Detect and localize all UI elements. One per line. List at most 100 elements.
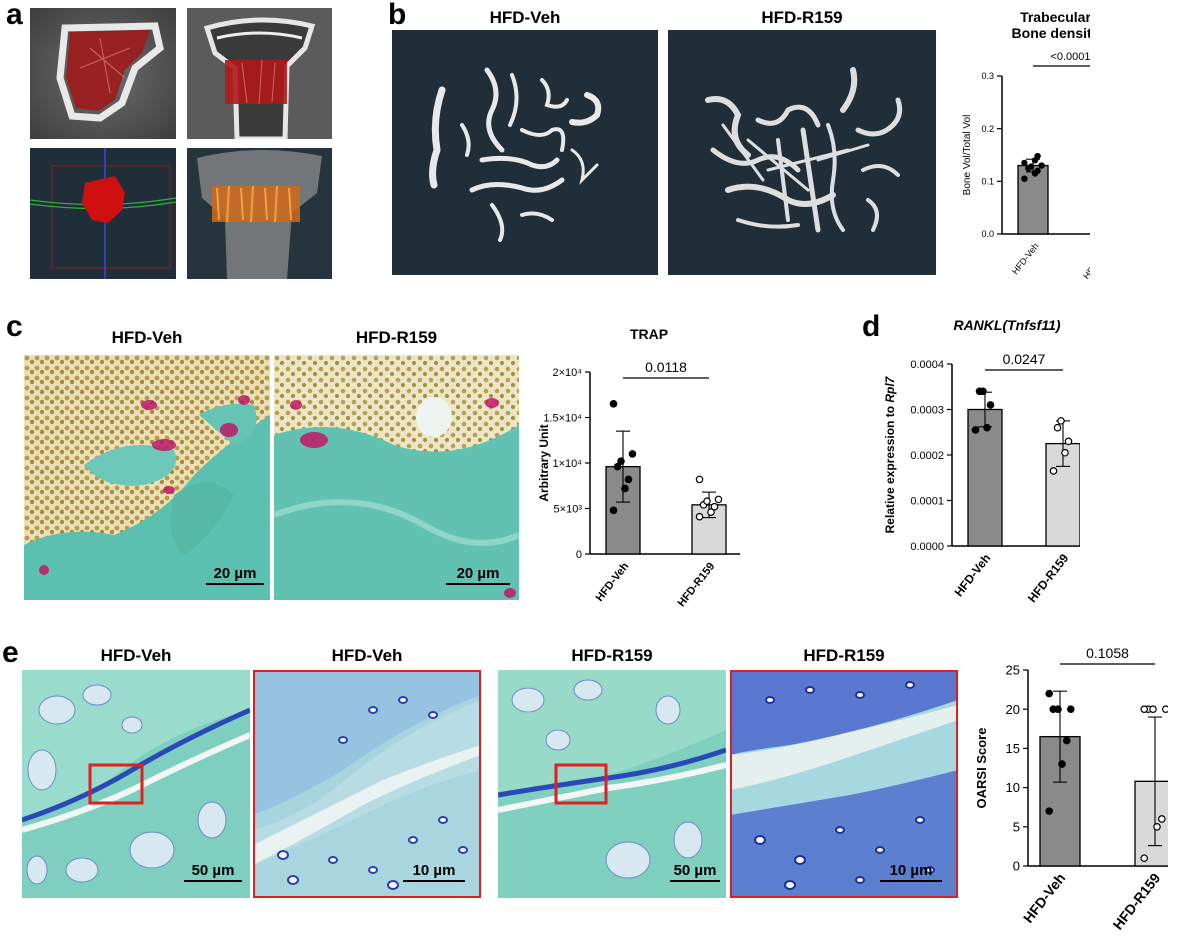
panel-letter-c: c	[6, 310, 23, 343]
cartilage-veh-drawing	[22, 670, 250, 898]
cartilage-veh-zoom-drawing	[253, 670, 481, 898]
data-point	[1054, 705, 1062, 714]
chart-title: Bone density	[1012, 25, 1090, 41]
image-title-e-veh-zoom: HFD-Veh	[331, 646, 403, 665]
x-category-label: HFD-R159	[676, 560, 718, 609]
data-point	[1038, 162, 1045, 169]
y-axis-label: Bone Vol/Total Vol	[962, 115, 973, 196]
scalebar-line	[206, 583, 264, 585]
data-point	[609, 506, 618, 515]
scalebar-c-r159: 20 µm	[446, 565, 510, 585]
y-axis-label: OARSI Score	[974, 728, 989, 809]
image-title-e-r159: HFD-R159	[571, 646, 653, 665]
scalebar-label: 10 µm	[412, 862, 456, 879]
x-category-label: HFD-R159	[1025, 551, 1072, 605]
y-tick-label: 0	[576, 549, 582, 561]
y-axis-label-prefix: Relative expression to	[883, 403, 897, 534]
trap-veh-drawing	[24, 355, 270, 600]
scalebar-e-veh: 50 µm	[184, 862, 242, 882]
cartilage-veh-image: 50 µm	[22, 670, 250, 898]
y-tick-label: 25	[1006, 663, 1020, 678]
y-tick-label: 0	[1013, 859, 1020, 874]
y-tick-label: 0.0	[981, 229, 994, 239]
scalebar-line	[403, 880, 465, 882]
y-tick-label: 5	[1013, 819, 1020, 834]
data-point	[1053, 423, 1062, 432]
chart-rankl: RANKL(Tnfsf11) 0.0000 0.0001 0.0002 0.0003 0.…	[883, 317, 1080, 605]
cartilage-r159-drawing	[498, 670, 726, 898]
y-axis-label: Arbitrary Unit	[537, 424, 551, 501]
data-point	[979, 387, 987, 396]
trabecular-3d-veh-image	[392, 30, 658, 275]
axial-slice-drawing	[30, 8, 176, 139]
panel-letter-b: b	[388, 0, 407, 31]
image-title-e-r159-zoom: HFD-R159	[803, 646, 885, 665]
y-tick-label: 5×10³	[554, 503, 583, 515]
scalebar-line	[880, 880, 942, 882]
trabecular-veh-drawing	[392, 30, 658, 275]
x-category-label: HFD-Veh	[1010, 241, 1041, 276]
cartilage-r159-zoom-drawing	[730, 670, 958, 898]
trabecular-r159-drawing	[668, 30, 936, 275]
p-value-label: 0.1058	[1086, 645, 1129, 661]
data-point	[1153, 823, 1161, 831]
roi-3d-view-image	[30, 148, 176, 279]
data-point	[1021, 159, 1028, 167]
data-point	[1058, 760, 1066, 768]
y-axis-label-gene: Rpl7	[883, 375, 897, 402]
y-tick-label: 0.1	[981, 176, 994, 186]
data-point	[695, 512, 704, 521]
scalebar-e-r159: 50 µm	[670, 862, 720, 882]
y-tick-label: 1.5×10⁴	[543, 412, 582, 424]
y-tick-label: 0.0002	[910, 450, 944, 462]
tibia-3d-render-image	[187, 148, 332, 279]
scalebar-e-r159-zoom: 10 µm	[880, 862, 942, 882]
cartilage-veh-zoom-image: 10 µm	[253, 670, 481, 898]
x-category-label: HFD-Veh	[594, 560, 632, 604]
data-point	[707, 508, 715, 516]
data-point	[613, 462, 622, 471]
data-point	[1034, 167, 1041, 174]
x-category-label: HFD-Veh	[1020, 870, 1069, 926]
p-value-label: <0.0001	[1050, 51, 1090, 63]
data-point	[1162, 705, 1168, 713]
y-tick-label: 15	[1006, 741, 1020, 756]
y-tick-label: 1×10⁴	[552, 458, 582, 470]
scalebar-label: 20 µm	[213, 565, 257, 582]
image-title-e-veh: HFD-Veh	[100, 646, 172, 665]
y-tick-label: 0.0004	[910, 359, 944, 371]
data-point	[1067, 705, 1075, 714]
data-point	[1064, 437, 1073, 446]
scalebar-line	[446, 583, 510, 585]
micro-ct-axial-image	[30, 8, 176, 139]
data-point	[703, 497, 711, 506]
trap-stain-r159-image: 20 µm	[274, 355, 519, 600]
data-point	[1049, 467, 1058, 475]
data-point	[1045, 689, 1054, 698]
data-point	[1021, 175, 1028, 182]
p-value-label: 0.0118	[645, 359, 687, 375]
data-point	[983, 423, 991, 432]
image-title-b-r159: HFD-R159	[761, 8, 843, 27]
data-point	[1158, 815, 1166, 823]
y-tick-label: 10	[1006, 780, 1020, 795]
roi-3d-drawing	[30, 148, 176, 279]
image-title-c-veh: HFD-Veh	[111, 328, 183, 347]
panel-letter-d: d	[862, 310, 881, 343]
trap-stain-veh-image: 20 µm	[24, 355, 270, 600]
y-tick-label: 2×10⁴	[552, 367, 582, 379]
data-point	[971, 426, 980, 434]
data-point	[1063, 736, 1071, 745]
image-title-b-veh: HFD-Veh	[489, 8, 561, 27]
chart-title: TRAP	[630, 326, 668, 342]
y-tick-label: 0.0001	[910, 495, 944, 507]
data-point	[1061, 448, 1069, 457]
cartilage-r159-image: 50 µm	[498, 670, 726, 898]
y-tick-label: 0.3	[981, 71, 994, 81]
data-point	[1149, 705, 1157, 714]
data-point	[1027, 163, 1035, 170]
bar-hfd-r159	[1134, 780, 1168, 867]
y-axis-label: Relative expression to Rpl7	[883, 375, 897, 533]
panel-letter-e: e	[2, 636, 19, 669]
